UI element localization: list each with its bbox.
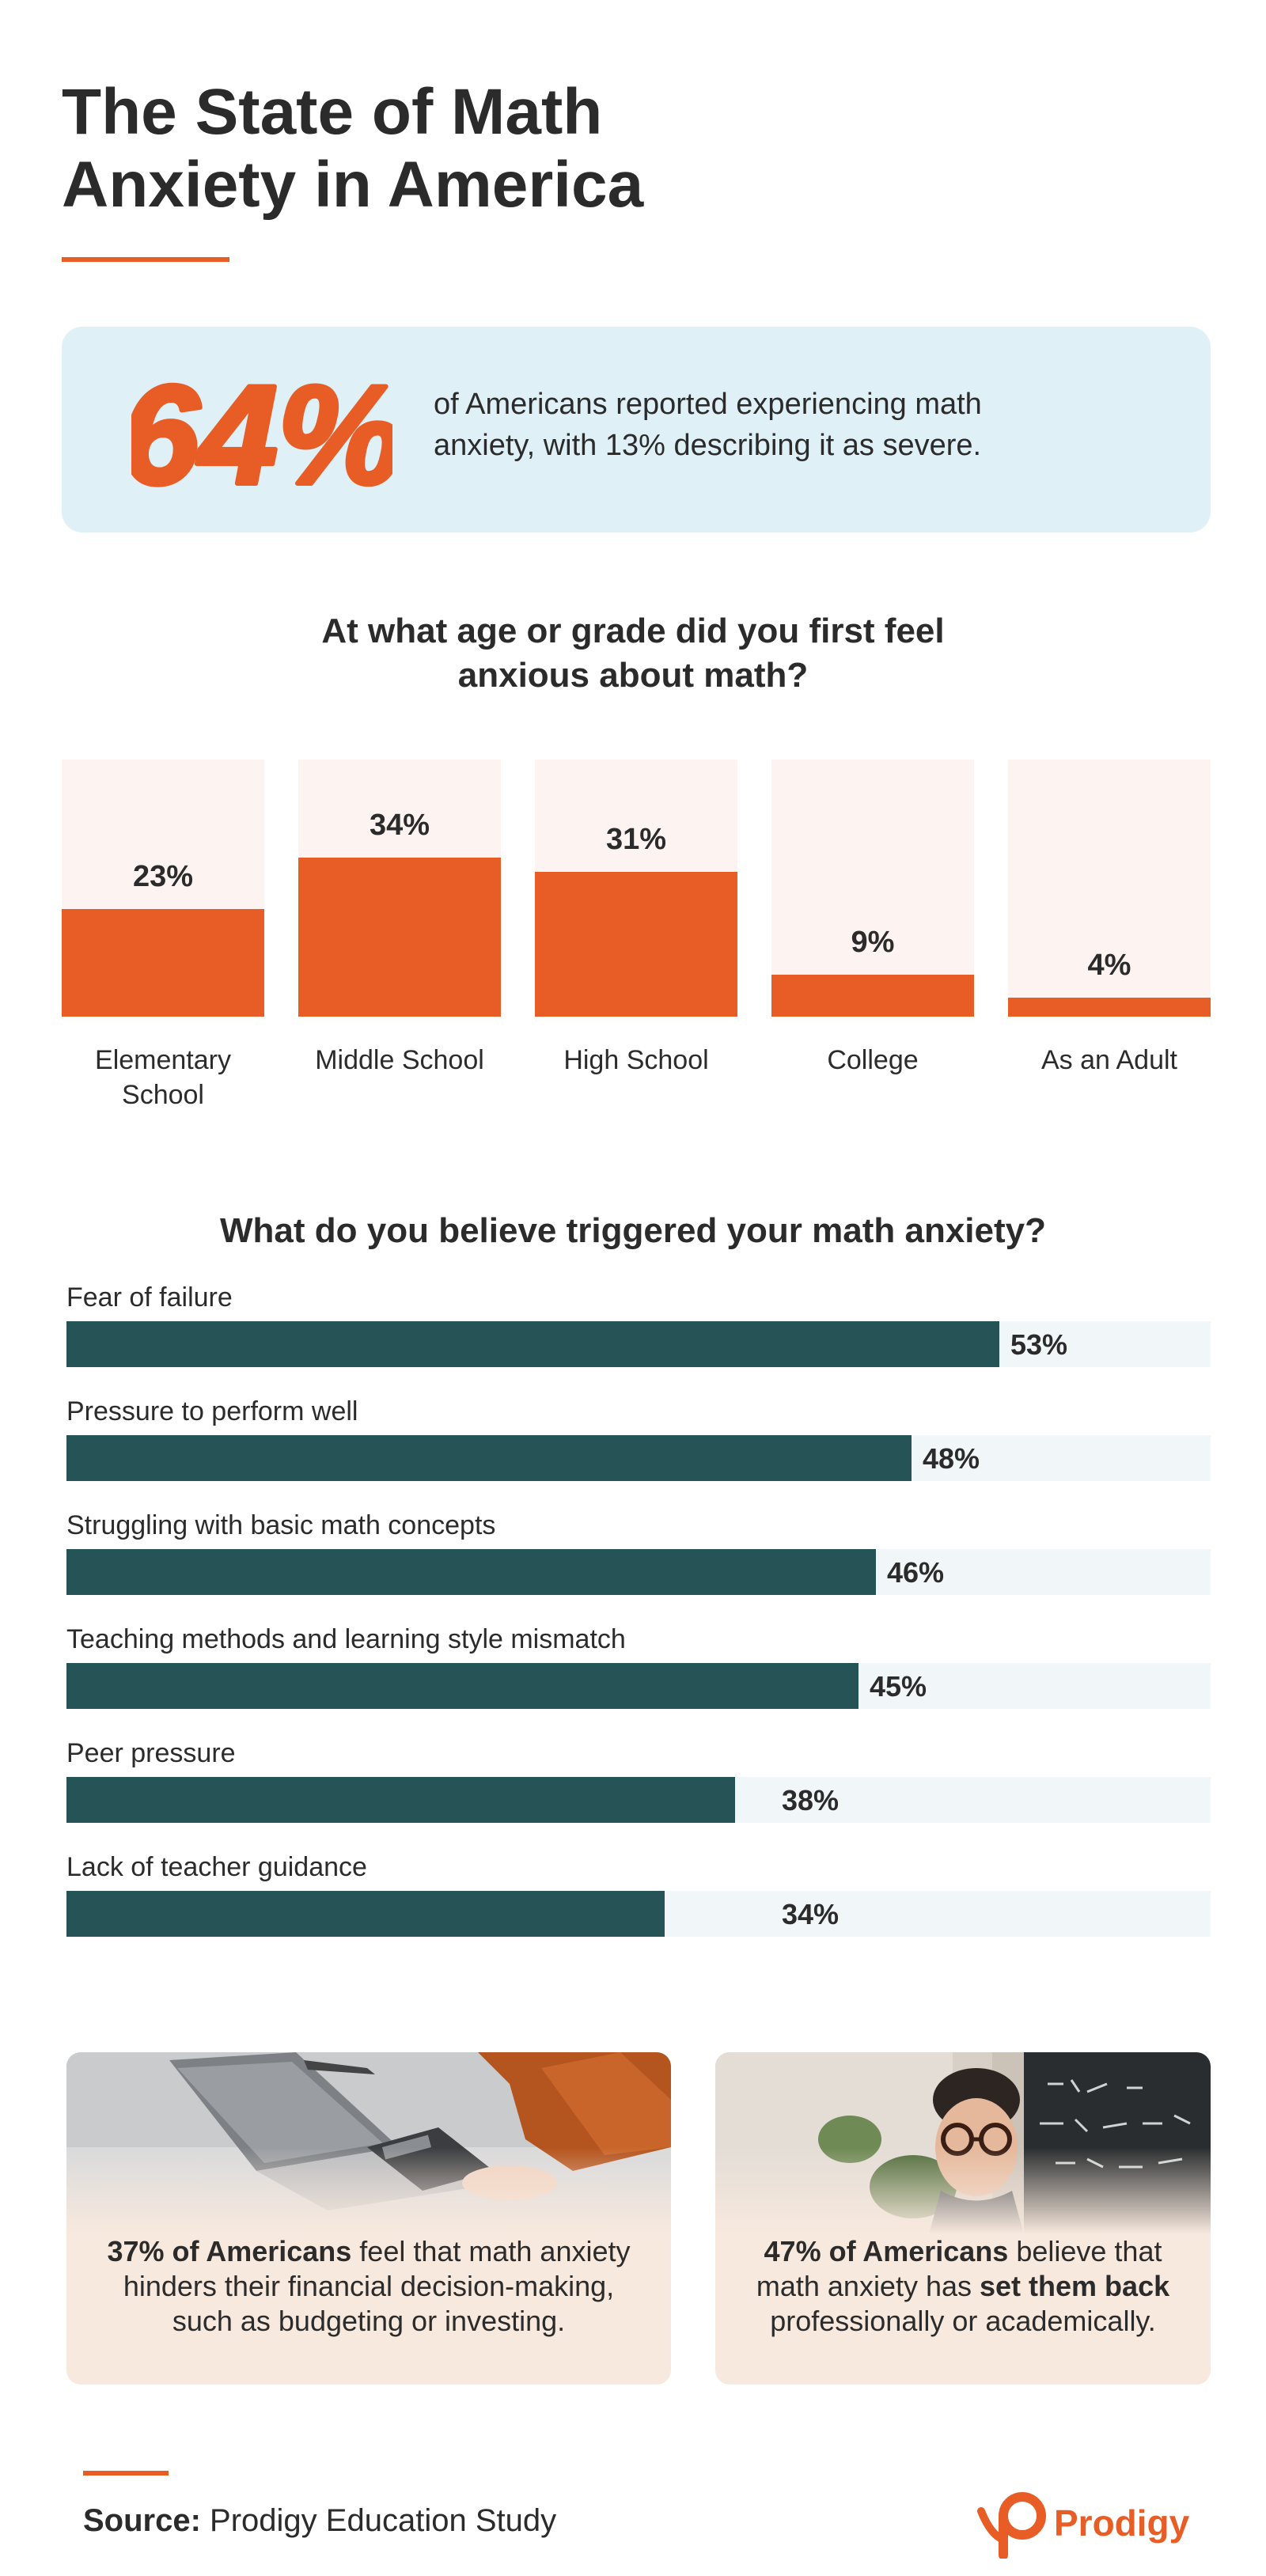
headline-stat-number: 64% [131, 356, 392, 509]
trigger-value-label: 53% [1010, 1328, 1068, 1361]
trigger-bar-track: 38% [66, 1777, 1211, 1823]
trigger-category-label: Fear of failure [66, 1282, 233, 1313]
financial-stat-text: 37% of Americans feel that math anxiety … [66, 2234, 671, 2339]
column-category-label: Middle School [298, 1043, 501, 1078]
career-stat-bold-2: set them back [980, 2270, 1170, 2302]
trigger-bar-track: 53% [66, 1321, 1211, 1367]
column-category-label: High School [535, 1043, 737, 1078]
column-category-line: School [122, 1080, 204, 1110]
trigger-bar [66, 1321, 999, 1367]
column-value-label: 34% [369, 809, 430, 842]
column-category-line: Elementary [95, 1045, 231, 1075]
financial-stat-body: feel that math anxiety hinders their fin… [123, 2235, 631, 2337]
title-line-2: Anxiety in America [62, 149, 644, 221]
column-category-line: High School [563, 1045, 709, 1075]
career-stat-body-2: professionally or academically. [770, 2305, 1156, 2337]
card-image-fade [66, 2147, 671, 2234]
trigger-value-label: 46% [887, 1556, 945, 1589]
column-bar [771, 975, 974, 1017]
trigger-bar [66, 1663, 859, 1709]
column-category-label: College [771, 1043, 974, 1078]
trigger-category-label: Teaching methods and learning style mism… [66, 1624, 626, 1654]
prodigy-logo-icon [977, 2492, 1046, 2559]
age-column-chart: 23% 34% 31% 9% 4% [62, 760, 1211, 1017]
trigger-value-label: 48% [923, 1442, 980, 1475]
column-bar [535, 872, 737, 1017]
age-chart-title-line-2: anxious about math? [457, 656, 809, 695]
card-image-fade [715, 2147, 1211, 2234]
career-stat-card: 47% of Americans believe that math anxie… [715, 2052, 1211, 2385]
column-value-label: 23% [132, 860, 194, 893]
trigger-value-label: 45% [870, 1670, 927, 1703]
title-underline [62, 257, 229, 262]
source-line: Source: Prodigy Education Study [83, 2503, 556, 2539]
financial-stat-bold: 37% of Americans [107, 2235, 352, 2267]
career-stat-bold-1: 47% of Americans [764, 2235, 1009, 2267]
column-category-line: Middle School [315, 1045, 484, 1075]
trigger-bar [66, 1891, 665, 1937]
headline-stat-value: 64% [131, 354, 392, 509]
trigger-category-label: Peer pressure [66, 1738, 236, 1768]
age-chart-title: At what age or grade did you first feel … [0, 609, 1266, 698]
column-track: 9% [771, 760, 974, 1017]
age-chart-title-line-1: At what age or grade did you first feel [321, 612, 945, 650]
trigger-category-label: Pressure to perform well [66, 1396, 358, 1426]
brand-logo: Prodigy [975, 2487, 1212, 2559]
trigger-bar [66, 1549, 876, 1595]
headline-stat-box: 64% of Americans reported experiencing m… [62, 327, 1211, 532]
column-track: 4% [1008, 760, 1211, 1017]
column-category-line: College [827, 1045, 919, 1075]
column-bar [1008, 998, 1211, 1017]
trigger-bar [66, 1435, 912, 1481]
trigger-bar-track: 45% [66, 1663, 1211, 1709]
column-track: 31% [535, 760, 737, 1017]
trigger-value-label: 34% [782, 1898, 840, 1930]
headline-stat-text: of Americans reported experiencing math … [434, 388, 982, 462]
column-bar [298, 858, 501, 1017]
title-line-1: The State of Math [62, 76, 603, 148]
trigger-chart-title: What do you believe triggered your math … [220, 1211, 1046, 1250]
career-stat-text: 47% of Americans believe that math anxie… [715, 2234, 1211, 2339]
column-value-label: 4% [1087, 949, 1131, 982]
source-label: Source: [83, 2503, 201, 2538]
source-text: Prodigy Education Study [200, 2503, 557, 2538]
column-track: 34% [298, 760, 501, 1017]
column-bar [62, 909, 264, 1017]
trigger-bar-track: 46% [66, 1549, 1211, 1595]
brand-name: Prodigy [1054, 2502, 1190, 2544]
trigger-category-label: Struggling with basic math concepts [66, 1510, 496, 1540]
column-category-label: As an Adult [1008, 1043, 1211, 1078]
trigger-bar-track: 34% [66, 1891, 1211, 1937]
source-rule [83, 2471, 169, 2476]
trigger-bar [66, 1777, 735, 1823]
trigger-value-label: 38% [782, 1784, 840, 1816]
trigger-bar-track: 48% [66, 1435, 1211, 1481]
column-category-label: Elementary School [62, 1043, 264, 1112]
column-value-label: 9% [851, 926, 895, 959]
column-track: 23% [62, 760, 264, 1017]
trigger-category-label: Lack of teacher guidance [66, 1852, 367, 1882]
column-value-label: 31% [605, 823, 667, 856]
financial-stat-card: 37% of Americans feel that math anxiety … [66, 2052, 671, 2385]
column-category-line: As an Adult [1040, 1045, 1177, 1075]
career-stat-body-1: believe that math anxiety has [756, 2235, 1162, 2302]
page-title: The State of Math Anxiety in America [62, 76, 774, 222]
